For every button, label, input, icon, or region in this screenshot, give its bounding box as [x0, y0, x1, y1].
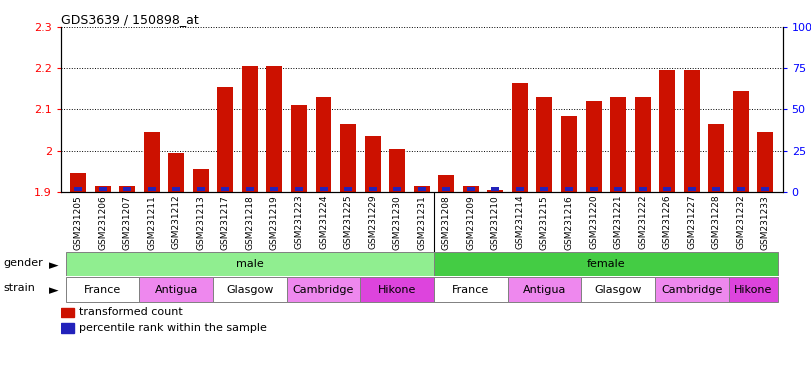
- Text: transformed count: transformed count: [79, 308, 182, 318]
- Text: Cambridge: Cambridge: [661, 285, 723, 295]
- Text: gender: gender: [3, 258, 43, 268]
- Text: Glasgow: Glasgow: [226, 285, 273, 295]
- Bar: [590, 187, 598, 191]
- Bar: [434, 252, 778, 276]
- Bar: [708, 124, 724, 192]
- Bar: [733, 91, 749, 192]
- Text: Antigua: Antigua: [155, 285, 198, 295]
- Bar: [193, 169, 208, 192]
- Text: Cambridge: Cambridge: [293, 285, 354, 295]
- Bar: [434, 277, 508, 302]
- Bar: [516, 187, 524, 191]
- Bar: [99, 187, 106, 191]
- Bar: [467, 187, 474, 191]
- Bar: [757, 132, 774, 192]
- Bar: [287, 277, 360, 302]
- Bar: [197, 187, 204, 191]
- Bar: [369, 187, 376, 191]
- Bar: [712, 187, 720, 191]
- Bar: [537, 97, 552, 192]
- Bar: [586, 101, 602, 192]
- Bar: [365, 136, 380, 192]
- Bar: [389, 149, 406, 192]
- Bar: [123, 187, 131, 191]
- Bar: [172, 187, 180, 191]
- Bar: [508, 277, 581, 302]
- Bar: [139, 277, 213, 302]
- Text: Antigua: Antigua: [523, 285, 566, 295]
- Bar: [66, 252, 434, 276]
- Text: male: male: [236, 259, 264, 269]
- Text: female: female: [586, 259, 625, 269]
- Bar: [360, 277, 434, 302]
- Bar: [491, 187, 500, 191]
- Text: Hikone: Hikone: [734, 285, 772, 295]
- Text: ►: ►: [49, 284, 58, 297]
- Text: France: France: [84, 285, 121, 295]
- Text: GDS3639 / 150898_at: GDS3639 / 150898_at: [61, 13, 199, 26]
- Text: ►: ►: [49, 259, 58, 272]
- Bar: [684, 70, 700, 192]
- Bar: [639, 187, 646, 191]
- Bar: [635, 97, 650, 192]
- Text: Glasgow: Glasgow: [594, 285, 642, 295]
- Bar: [320, 187, 328, 191]
- Bar: [762, 187, 770, 191]
- Text: Hikone: Hikone: [378, 285, 416, 295]
- Bar: [66, 277, 139, 302]
- Bar: [565, 187, 573, 191]
- Bar: [213, 277, 287, 302]
- Bar: [540, 187, 548, 191]
- Bar: [728, 277, 778, 302]
- Bar: [655, 277, 728, 302]
- Bar: [393, 187, 401, 191]
- Bar: [688, 187, 696, 191]
- Bar: [663, 187, 672, 191]
- Bar: [291, 105, 307, 192]
- Bar: [315, 97, 332, 192]
- Bar: [487, 190, 504, 192]
- Bar: [267, 66, 282, 192]
- Bar: [463, 186, 478, 192]
- Bar: [340, 124, 356, 192]
- Bar: [614, 187, 622, 191]
- Bar: [610, 97, 626, 192]
- Bar: [270, 187, 278, 191]
- Text: percentile rank within the sample: percentile rank within the sample: [79, 323, 267, 333]
- Bar: [95, 186, 110, 192]
- Bar: [442, 187, 450, 191]
- Text: France: France: [453, 285, 490, 295]
- Bar: [119, 186, 135, 192]
- Bar: [61, 323, 74, 333]
- Bar: [74, 187, 82, 191]
- Bar: [512, 83, 528, 192]
- Bar: [168, 153, 184, 192]
- Bar: [414, 186, 430, 192]
- Bar: [438, 175, 454, 192]
- Bar: [144, 132, 160, 192]
- Bar: [148, 187, 156, 191]
- Bar: [242, 66, 258, 192]
- Bar: [561, 116, 577, 192]
- Bar: [217, 87, 234, 192]
- Bar: [581, 277, 655, 302]
- Bar: [737, 187, 744, 191]
- Bar: [221, 187, 230, 191]
- Bar: [344, 187, 352, 191]
- Text: strain: strain: [3, 283, 35, 293]
- Bar: [61, 308, 74, 318]
- Bar: [418, 187, 426, 191]
- Bar: [70, 174, 86, 192]
- Bar: [295, 187, 303, 191]
- Bar: [246, 187, 254, 191]
- Bar: [659, 70, 676, 192]
